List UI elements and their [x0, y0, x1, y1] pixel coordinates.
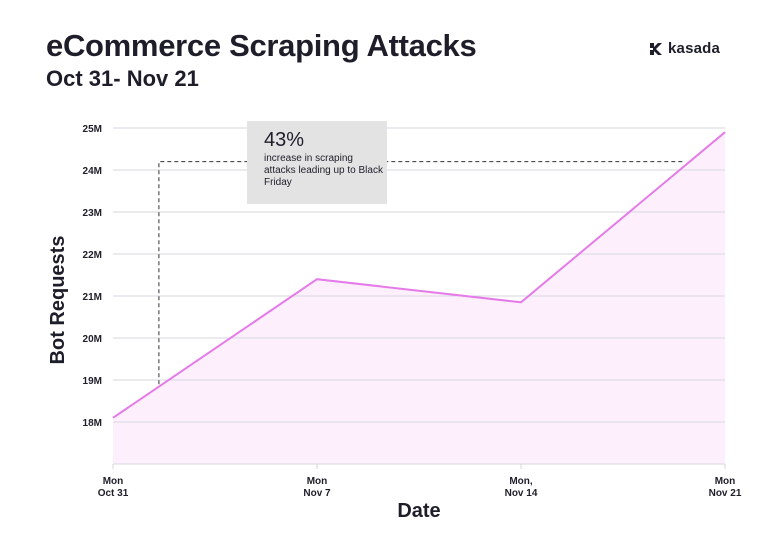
- annotation-box: 43% increase in scraping attacks leading…: [247, 121, 387, 204]
- y-tick-label: 19M: [83, 376, 102, 387]
- x-tick-label-line: Nov 14: [505, 488, 538, 499]
- y-tick-label: 22M: [83, 250, 102, 261]
- annotation-text: increase in scraping attacks leading up …: [264, 153, 383, 188]
- x-tick-label-line: Mon: [307, 476, 328, 487]
- area-fill: [113, 132, 725, 464]
- x-tick-label-line: Oct 31: [98, 488, 129, 499]
- x-tick-label-line: Mon: [715, 476, 736, 487]
- x-tick-label-line: Nov 7: [303, 488, 331, 499]
- y-tick-label: 25M: [83, 124, 102, 135]
- chart-title: eCommerce Scraping Attacks: [46, 28, 477, 63]
- x-tick-label-line: Mon: [103, 476, 124, 487]
- kasada-logo-icon: [648, 42, 662, 55]
- x-axis-title: Date: [397, 500, 440, 522]
- logo-text: kasada: [668, 40, 721, 57]
- series-line: [112, 131, 726, 419]
- annotation-value: 43%: [264, 129, 305, 151]
- chart-subtitle: Oct 31- Nov 21: [46, 66, 199, 91]
- y-axis-title: Bot Requests: [47, 236, 69, 365]
- x-tick-label: Mon Oct 31: [98, 476, 129, 499]
- x-tick-label: Mon, Nov 14: [505, 476, 538, 499]
- y-tick-label: 18M: [83, 418, 102, 429]
- x-tick-label: Mon Nov 7: [303, 476, 331, 499]
- y-tick-label: 24M: [83, 166, 102, 177]
- y-tick-label: 23M: [83, 208, 102, 219]
- y-tick-label: 21M: [83, 292, 102, 303]
- brand-logo: kasada: [648, 40, 720, 57]
- y-tick-label: 20M: [83, 334, 102, 345]
- x-tick-label-line: Mon,: [509, 476, 533, 487]
- x-tick-label: Mon Nov 21: [709, 476, 742, 499]
- x-tick-label-line: Nov 21: [709, 488, 742, 499]
